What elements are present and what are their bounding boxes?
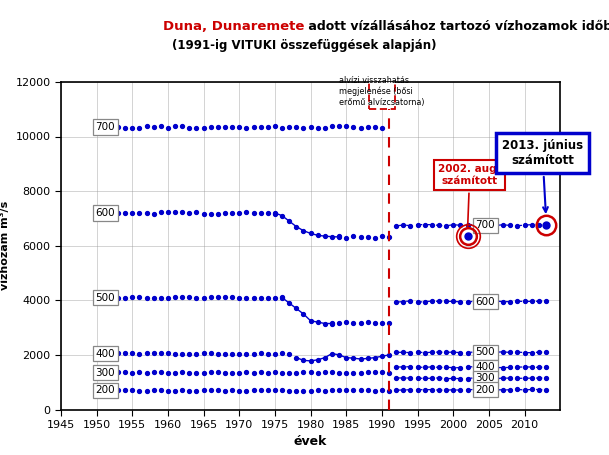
Text: 300: 300 <box>96 368 115 378</box>
Text: (1991-ig VITUKI összefüggések alapján): (1991-ig VITUKI összefüggések alapján) <box>172 39 437 52</box>
Text: 300: 300 <box>476 373 495 383</box>
Text: 600: 600 <box>96 208 115 218</box>
Text: 200: 200 <box>476 385 495 395</box>
Text: adott vízállásához tartozó vízhozamok időbeni alakulása: adott vízállásához tartozó vízhozamok id… <box>304 20 609 34</box>
FancyBboxPatch shape <box>369 79 395 109</box>
X-axis label: évek: évek <box>294 435 327 449</box>
Text: 400: 400 <box>476 362 495 372</box>
Text: 500: 500 <box>476 347 495 357</box>
Text: 700: 700 <box>476 220 495 230</box>
Text: Duna, Dunaremete: Duna, Dunaremete <box>163 20 304 34</box>
Text: 400: 400 <box>96 349 115 359</box>
Text: 200: 200 <box>96 385 115 395</box>
Text: alvízi visszahatás
megjelenése (bősi
erőmű alvízcsatorna): alvízi visszahatás megjelenése (bősi erő… <box>339 76 424 106</box>
Text: 500: 500 <box>96 293 115 303</box>
Text: 700: 700 <box>96 122 115 132</box>
Text: 2013. június
számított: 2013. június számított <box>502 139 583 212</box>
Y-axis label: vízhozam m³/s: vízhozam m³/s <box>0 201 10 290</box>
Text: 600: 600 <box>476 297 495 307</box>
Text: 2002. aug.
számított: 2002. aug. számított <box>438 164 501 228</box>
